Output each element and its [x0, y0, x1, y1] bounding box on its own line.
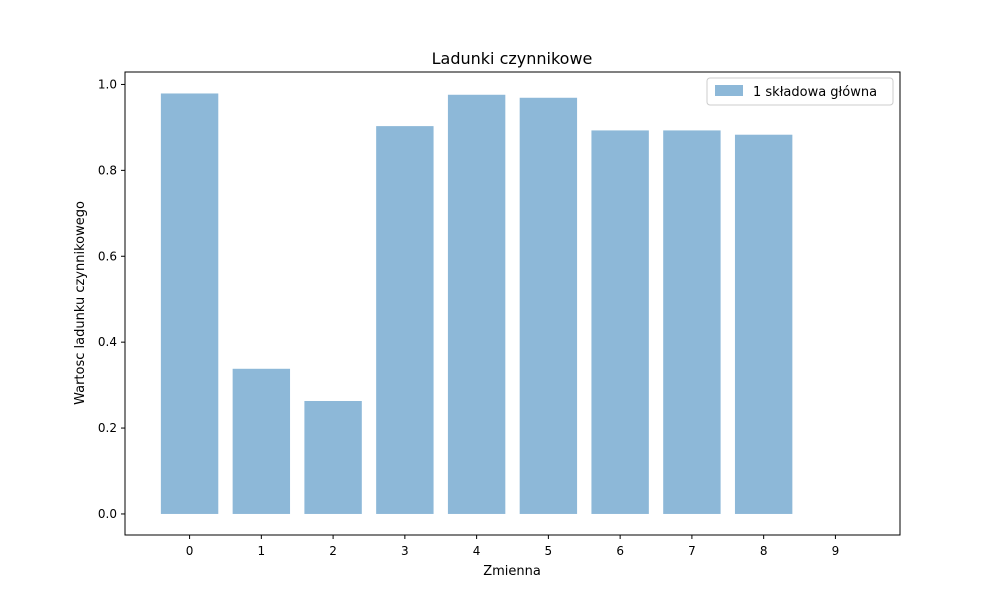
x-tick-label-1: 1: [258, 544, 266, 558]
y-tick-label-0.6: 0.6: [98, 249, 117, 263]
bar-5: [519, 97, 578, 514]
y-axis-label: Wartosc ladunku czynnikowego: [73, 201, 88, 405]
x-tick-label-2: 2: [329, 544, 337, 558]
legend-label: 1 składowa główna: [753, 85, 877, 100]
bars-group: [160, 93, 793, 514]
bar-7: [663, 130, 721, 514]
plot-frame: [124, 71, 901, 536]
y-tick-label-0.8: 0.8: [98, 163, 117, 177]
y-tick-label-0.4: 0.4: [98, 335, 117, 349]
legend: 1 składowa główna: [706, 77, 894, 106]
y-tick-label-0.0: 0.0: [98, 507, 117, 521]
bar-1: [232, 368, 291, 514]
bar-2: [304, 400, 362, 514]
x-axis: 0 1 2 3 4 5 6 7 8 9: [186, 535, 839, 558]
x-tick-label-4: 4: [473, 544, 481, 558]
y-tick-label-0.2: 0.2: [98, 421, 117, 435]
x-axis-label: Zmienna: [483, 564, 541, 579]
x-tick-label-9: 9: [832, 544, 840, 558]
x-tick-label-7: 7: [688, 544, 696, 558]
bar-3: [376, 126, 434, 514]
x-tick-label-5: 5: [545, 544, 553, 558]
bar-4: [447, 94, 506, 514]
legend-frame: [706, 77, 894, 106]
x-tick-label-6: 6: [616, 544, 624, 558]
legend-swatch: [715, 85, 743, 96]
bar-6: [591, 130, 649, 514]
chart-title: Ladunki czynnikowe: [432, 49, 593, 68]
x-tick-label-3: 3: [401, 544, 409, 558]
y-tick-label-1.0: 1.0: [98, 77, 117, 91]
y-axis: 0.0 0.2 0.4 0.6 0.8 1.0: [98, 77, 125, 521]
bar-0: [160, 93, 219, 514]
x-tick-label-0: 0: [186, 544, 194, 558]
x-tick-label-8: 8: [760, 544, 768, 558]
bar-8: [734, 134, 793, 514]
